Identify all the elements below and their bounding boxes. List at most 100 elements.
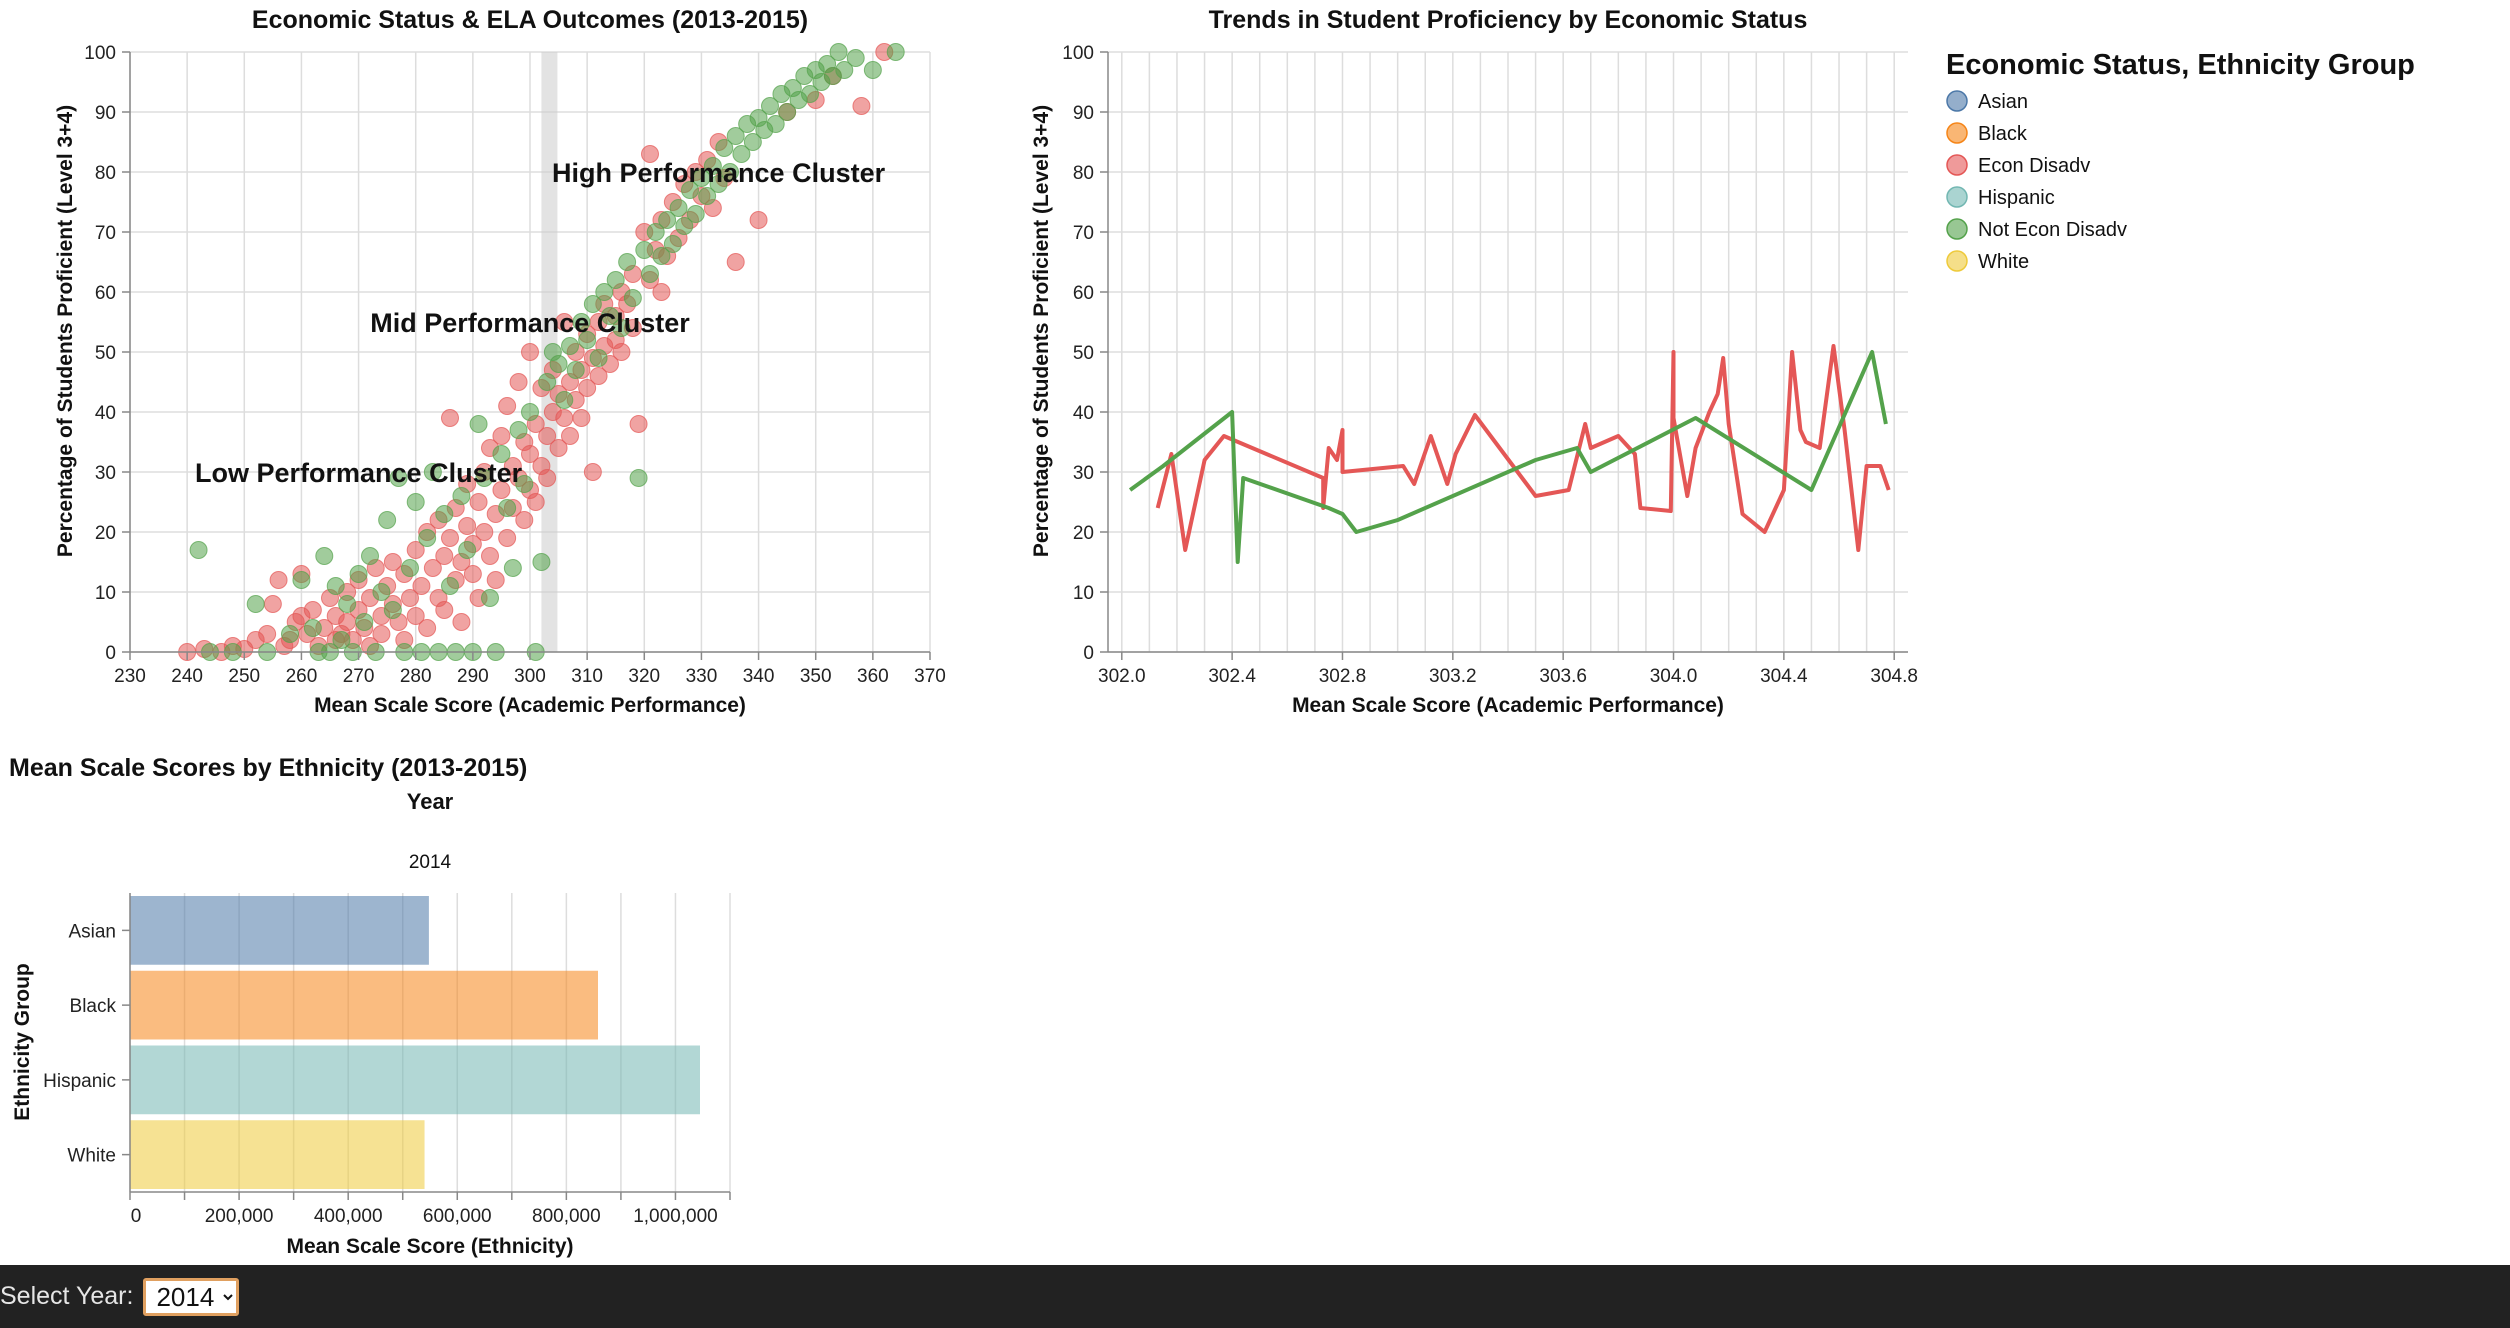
scatter-point [189,541,208,559]
scatter-point [601,307,619,325]
scatter-point [726,127,745,145]
scatter-point [383,553,402,571]
scatter-point [692,169,711,187]
scatter-point [481,589,499,607]
scatter-point [652,283,671,301]
scatter-point [452,613,471,631]
scatter-point [269,571,288,589]
scatter-point [463,565,482,583]
bar-facet-title: Year [407,789,454,814]
scatter-point [561,337,579,355]
line-y-tick-label: 70 [1073,223,1094,244]
dashboard-canvas: Economic Status & ELA Outcomes (2013-201… [9,6,2415,1258]
scatter-x-tick-label: 370 [914,666,946,687]
scatter-point [383,601,402,619]
scatter-y-tick-label: 20 [95,523,116,544]
scatter-point [761,97,779,115]
line-grid [1108,51,1908,653]
scatter-point [458,541,477,559]
bar-x-tick-label: 200,000 [205,1206,274,1227]
scatter-x-tick-label: 240 [171,666,203,687]
line-series [1128,344,1891,564]
bar-axes: 0 200,000 400,000 600,000 800,000 1,000,000 As… [43,893,731,1227]
scatter-y-tick-label: 10 [95,583,116,604]
scatter-point [555,409,574,427]
bar-white [130,1120,425,1189]
line-x-tick-label: 303.6 [1539,666,1587,687]
scatter-point [801,85,819,103]
bar-y-axis-title: Ethnicity Group [11,963,34,1121]
scatter-x-tick-label: 300 [514,666,546,687]
scatter-point [492,445,511,463]
scatter-point [778,103,797,121]
scatter-y-tick-label: 60 [95,283,116,304]
scatter-point [423,463,442,481]
bar-facet-value: 2014 [409,852,452,873]
scatter-point [618,253,637,271]
line-chart: Trends in Student Proficiency by Economi… [1030,6,1918,717]
scatter-x-tick-label: 350 [800,666,832,687]
legend-label: Black [1978,123,2028,145]
legend-label: Hispanic [1978,187,2055,209]
scatter-x-tick-label: 340 [743,666,775,687]
scatter-point [303,619,322,637]
scatter-point [835,61,854,79]
scatter-y-tick-label: 90 [95,103,116,124]
legend-items: Asian Black Econ Disadv Hispanic Not Econ Di… [1946,90,2127,273]
bar-x-axis-title: Mean Scale Score (Ethnicity) [286,1235,573,1258]
scatter-point [532,553,551,571]
scatter-point [846,49,865,67]
scatter-point [721,163,739,181]
scatter-point [538,427,557,445]
scatter-point [658,211,677,229]
line-y-tick-label: 100 [1062,43,1094,64]
scatter-point [401,589,419,607]
scatter-point [435,547,454,565]
scatter-point [726,253,745,271]
scatter-point [435,601,454,619]
scatter-point [355,613,374,631]
scatter-y-axis-title: Percentage of Students Proficient (Level… [54,105,77,557]
scatter-point [263,595,282,613]
scatter-point [281,625,299,643]
scatter-point [441,577,459,595]
scatter-point [338,595,357,613]
scatter-point [498,529,517,547]
scatter-point [852,97,871,115]
scatter-point [423,559,442,577]
scatter-point [766,115,785,133]
scatter-point [709,175,728,193]
line-x-tick-label: 302.8 [1319,666,1367,687]
scatter-point [698,187,717,205]
scatter-point [332,631,351,649]
scatter-y-tick-label: 30 [95,463,116,484]
scatter-point [583,295,602,313]
scatter-point [829,43,848,61]
scatter-point [595,283,614,301]
scatter-point [418,619,437,637]
scatter-annotations: Low Performance Cluster Mid Performance C… [195,158,886,488]
scatter-y-tick-label: 40 [95,403,116,424]
scatter-point [538,469,557,487]
scatter-point [612,319,631,337]
line-y-tick-label: 80 [1073,163,1094,184]
scatter-grid [129,51,931,653]
scatter-point [361,547,379,565]
bar-y-tick-label: White [67,1146,116,1167]
year-select[interactable]: 2014 [143,1277,240,1316]
scatter-point [406,493,425,511]
legend-swatch [1946,122,1968,144]
bar-x-tick-label: 600,000 [423,1206,492,1227]
scatter-point [749,211,768,229]
scatter-point [703,157,722,175]
scatter-y-tick-label: 70 [95,223,116,244]
legend-label: White [1978,251,2029,273]
line-x-tick-label: 302.0 [1098,666,1146,687]
scatter-point [441,529,459,547]
scatter-point [886,43,905,61]
scatter-point [641,145,659,163]
scatter-point [389,469,408,487]
scatter-point [492,427,511,445]
scatter-x-tick-label: 320 [628,666,660,687]
line-x-tick-label: 304.0 [1650,666,1698,687]
